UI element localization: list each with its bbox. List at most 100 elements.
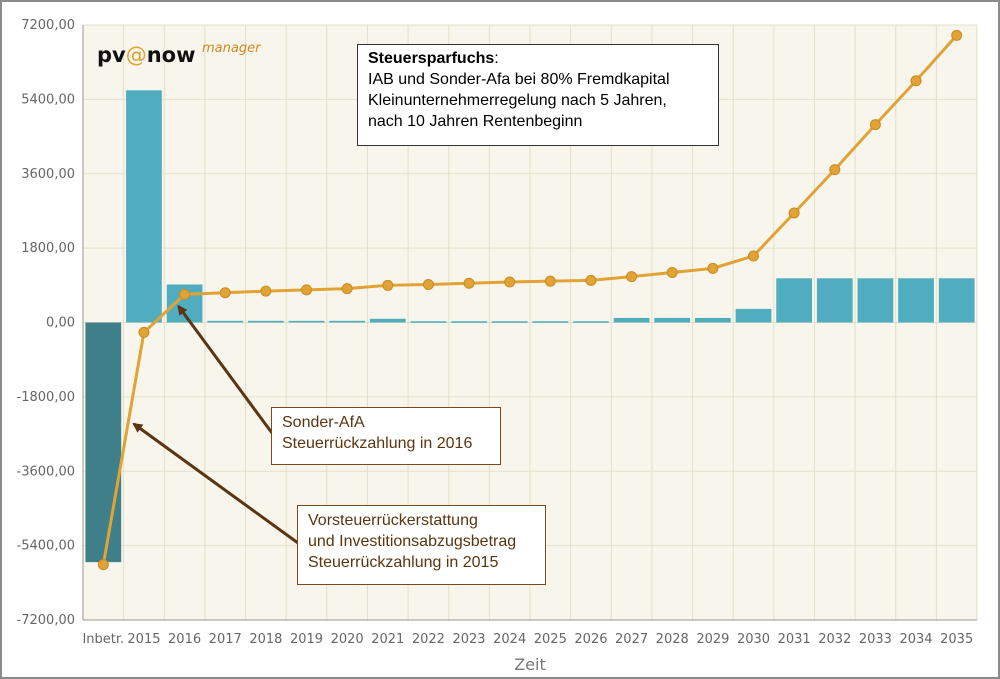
y-tick-label: -1800,00 — [17, 390, 75, 405]
x-tick-label: 2030 — [737, 632, 770, 647]
bar — [857, 278, 894, 323]
line-point — [260, 285, 272, 297]
bar — [735, 308, 772, 323]
x-tick-label: 2034 — [899, 632, 932, 647]
y-tick-label: -5400,00 — [17, 539, 75, 554]
bar — [613, 317, 650, 323]
bar — [247, 320, 284, 323]
bar — [938, 278, 975, 323]
bar — [816, 278, 853, 323]
info-line-2: Kleinunternehmerregelung nach 5 Jahren, — [368, 92, 667, 109]
bar — [532, 321, 569, 323]
y-tick-label: -3600,00 — [17, 464, 75, 479]
bar — [451, 321, 487, 323]
annotation-arrows — [132, 304, 299, 545]
line-point — [97, 559, 109, 571]
x-tick-label: 2027 — [615, 632, 648, 647]
annotation-vorsteuer: Vorsteuerrückerstattung und Investitions… — [297, 505, 546, 585]
x-tick-label: 2033 — [859, 632, 892, 647]
x-tick-label: 2015 — [127, 632, 160, 647]
line-point — [301, 284, 312, 296]
x-tick-label: 2035 — [940, 632, 973, 647]
y-tick-label: 0,00 — [46, 316, 75, 331]
bar — [776, 278, 813, 323]
info-line-3: nach 10 Jahren Rentenbeginn — [368, 113, 583, 130]
line-point — [951, 29, 963, 41]
x-tick-label: 2028 — [656, 632, 689, 647]
x-tick-label: 2018 — [249, 632, 282, 647]
annotation-vorsteuer-line-3: Steuerrückzahlung in 2015 — [308, 554, 499, 571]
y-tick-label: -7200,00 — [17, 613, 75, 628]
info-title: Steuersparfuchs — [368, 50, 495, 67]
x-tick-label: 2016 — [168, 632, 201, 647]
line-point — [463, 277, 475, 289]
x-tick-label: 2029 — [696, 632, 729, 647]
arrow-sonder-afa — [177, 304, 274, 434]
line-point — [788, 207, 800, 219]
line-point — [910, 75, 922, 87]
annotation-sonder-afa-line-2: Steuerrückzahlung in 2016 — [282, 435, 473, 452]
line-point — [626, 271, 638, 283]
x-tick-label: 2031 — [778, 632, 811, 647]
x-tick-label: Inbetr. — [82, 632, 124, 647]
annotation-vorsteuer-line-2: und Investitionsabzugsbetrag — [308, 533, 517, 550]
y-tick-label: 3600,00 — [21, 167, 75, 182]
bar — [491, 321, 528, 323]
line-point — [544, 275, 556, 287]
line-point — [869, 119, 881, 131]
bar — [898, 278, 934, 323]
x-axis-title: Zeit — [514, 655, 546, 674]
bar-series — [85, 90, 975, 563]
x-tick-label: 2017 — [209, 632, 242, 647]
y-tick-label: 5400,00 — [21, 92, 75, 107]
x-tick-label: 2025 — [534, 632, 567, 647]
x-tick-label: 2022 — [412, 632, 445, 647]
line-series — [97, 29, 963, 571]
logo: pv@now manager — [97, 41, 262, 67]
x-tick-label: 2023 — [452, 632, 485, 647]
bar — [329, 320, 366, 323]
x-tick-label: 2020 — [331, 632, 364, 647]
y-tick-label: 1800,00 — [21, 241, 75, 256]
logo-at: @ — [126, 43, 147, 67]
line-point — [422, 278, 434, 290]
info-title-colon: : — [494, 50, 499, 67]
line-point — [666, 267, 678, 279]
line-point — [748, 250, 759, 262]
line-point — [829, 164, 841, 176]
x-tick-label: 2019 — [290, 632, 323, 647]
bar — [85, 322, 122, 563]
bar — [369, 318, 406, 323]
annotation-sonder-afa-line-1: Sonder-AfA — [282, 414, 365, 431]
line-point — [219, 287, 231, 299]
bar — [654, 317, 691, 323]
info-line-1: IAB und Sonder-Afa bei 80% Fremdkapital — [368, 71, 670, 88]
line-point — [138, 326, 150, 338]
bar — [288, 320, 325, 323]
line-point — [707, 262, 719, 274]
line-point — [179, 288, 191, 300]
bar — [573, 321, 609, 323]
line-point — [585, 274, 597, 286]
x-tick-label: 2032 — [818, 632, 851, 647]
annotation-vorsteuer-line-1: Vorsteuerrückerstattung — [308, 512, 478, 529]
logo-pv: pv — [97, 43, 126, 67]
y-tick-label: 7200,00 — [21, 18, 75, 33]
arrow-vorsteuer — [132, 422, 299, 545]
x-tick-label: 2024 — [493, 632, 526, 647]
svg-text:pv@now: pv@now — [97, 43, 196, 67]
logo-manager: manager — [202, 41, 262, 56]
line-point — [504, 276, 516, 288]
x-tick-label: 2021 — [371, 632, 404, 647]
axes: 7200,00 5400,00 3600,00 1800,00 0,00 -1800,00… — [17, 18, 977, 647]
line-point — [382, 279, 394, 291]
bar — [126, 90, 162, 323]
x-tick-label: 2026 — [574, 632, 607, 647]
annotation-sonder-afa: Sonder-AfA Steuerrückzahlung in 2016 — [271, 407, 501, 465]
bar — [410, 321, 447, 323]
bar — [207, 320, 244, 323]
bar — [694, 317, 731, 323]
line-point — [341, 283, 353, 295]
line-path — [101, 34, 958, 565]
info-box: Steuersparfuchs: IAB und Sonder-Afa bei … — [357, 44, 719, 146]
